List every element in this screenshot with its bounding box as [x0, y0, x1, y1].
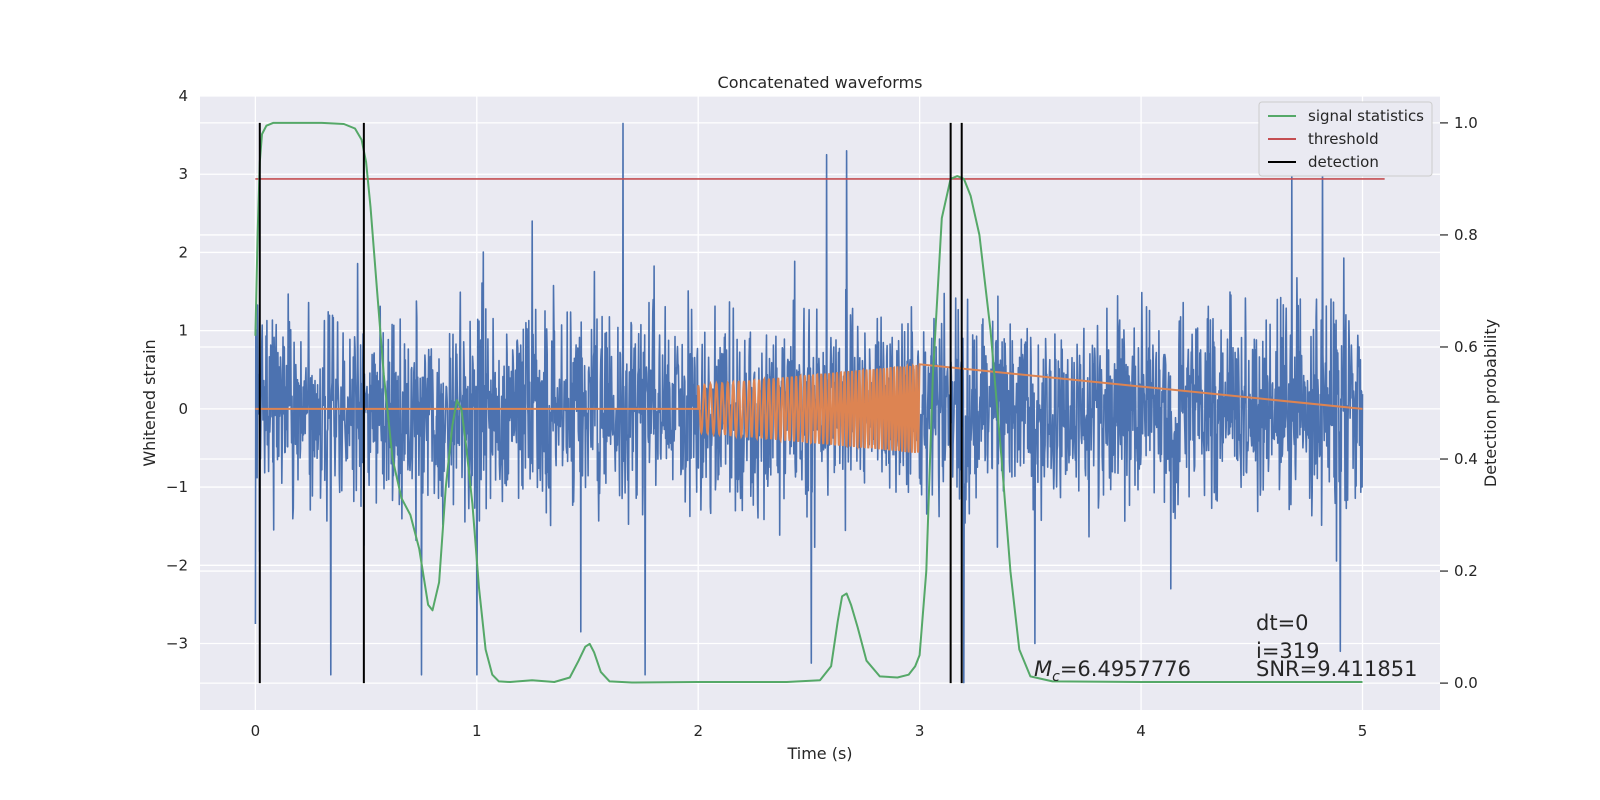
- y-tick-label: 2: [178, 243, 188, 261]
- x-axis-label: Time (s): [786, 744, 852, 763]
- grid: [200, 95, 1440, 710]
- x-tick-label: 2: [693, 722, 703, 740]
- annotation-mc-symbol: M: [1034, 657, 1052, 681]
- y2-tick-label: 0.2: [1454, 562, 1478, 580]
- y-tick-label: 0: [178, 400, 188, 418]
- legend: signal statistics threshold detection: [1258, 101, 1433, 177]
- y-tick-label: −3: [166, 635, 188, 653]
- y2-tick-label: 1.0: [1454, 114, 1478, 132]
- annotation-mc-value: =6.4957776: [1060, 657, 1191, 681]
- legend-label-threshold: threshold: [1308, 130, 1379, 148]
- whitened-strain-series: [254, 122, 1364, 684]
- ticks-layer: 0 1 2 3 4 5 −3 −2 −1 0 1 2 3 4 0.0 0.2 0.4 0.6 0.8 1.0: [166, 87, 1478, 740]
- annotation-mc: Mc=6.4957776: [1034, 657, 1191, 685]
- legend-label-detection: detection: [1308, 153, 1379, 171]
- legend-box: [1258, 101, 1433, 177]
- x-tick-label: 3: [915, 722, 925, 740]
- x-tick-label: 4: [1136, 722, 1146, 740]
- signal-statistics-line: [254, 121, 1363, 684]
- y-tick-label: −2: [166, 556, 188, 574]
- x-tick-label: 5: [1358, 722, 1368, 740]
- annotation-i: i=319: [1256, 639, 1320, 663]
- x-tick-label: 1: [472, 722, 482, 740]
- y2-axis-label: Detection probability: [1481, 319, 1500, 487]
- chart-title: Concatenated waveforms: [718, 73, 923, 92]
- annotations: dt=0 i=319 SNR=9.411851 Mc=6.4957776: [1034, 611, 1417, 685]
- y-tick-label: 1: [178, 322, 188, 340]
- y2-tick-label: 0.6: [1454, 338, 1478, 356]
- annotation-mc-subscript: c: [1052, 669, 1060, 685]
- x-tick-label: 0: [251, 722, 261, 740]
- annotation-dt: dt=0: [1256, 611, 1309, 635]
- y-tick-label: −1: [166, 478, 188, 496]
- series-layer: [254, 121, 1385, 684]
- y2-tick-label: 0.8: [1454, 226, 1478, 244]
- y2-tick-label: 0.4: [1454, 450, 1478, 468]
- annotation-snr: SNR=9.411851: [1256, 657, 1417, 681]
- y-axis-label: Whitened strain: [140, 339, 159, 466]
- y-tick-label: 3: [178, 165, 188, 183]
- legend-label-signal-statistics: signal statistics: [1308, 107, 1424, 125]
- injected-waveform-series: [255, 363, 1363, 453]
- y-tick-label: 4: [178, 87, 188, 105]
- y2-tick-label: 0.0: [1454, 674, 1478, 692]
